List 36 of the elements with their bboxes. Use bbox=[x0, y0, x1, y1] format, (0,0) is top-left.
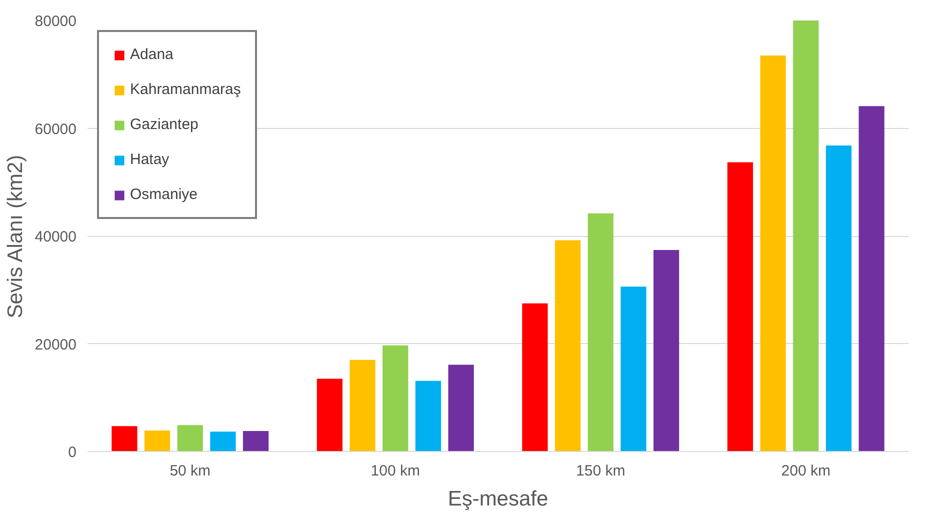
bar bbox=[554, 240, 581, 452]
bar bbox=[448, 364, 474, 452]
bar bbox=[415, 380, 442, 452]
bar bbox=[382, 345, 408, 452]
bar bbox=[727, 162, 754, 452]
bar bbox=[522, 303, 548, 452]
bar bbox=[588, 213, 614, 452]
legend-label: Hatay bbox=[130, 151, 170, 168]
bar bbox=[144, 430, 170, 452]
y-tick-label: 40000 bbox=[34, 228, 77, 246]
legend-label: Osmaniye bbox=[130, 186, 198, 203]
bar bbox=[210, 432, 236, 452]
bar bbox=[793, 20, 819, 452]
x-tick-label: 150 km bbox=[576, 462, 626, 480]
x-axis-title: Eş-mesafe bbox=[448, 488, 548, 510]
y-axis-title: Sevis Alanı (km2) bbox=[4, 154, 27, 318]
y-tick-label: 20000 bbox=[34, 336, 77, 354]
legend-label: Gaziantep bbox=[130, 116, 198, 133]
y-tick-label: 60000 bbox=[34, 120, 77, 138]
bar bbox=[242, 431, 269, 452]
bar bbox=[177, 425, 203, 452]
bar bbox=[760, 56, 786, 452]
bar bbox=[620, 286, 646, 452]
y-tick-label: 0 bbox=[68, 444, 76, 461]
x-tick-label: 100 km bbox=[370, 462, 420, 480]
x-tick-label: 200 km bbox=[781, 462, 830, 480]
bar bbox=[112, 426, 138, 452]
legend-label: Adana bbox=[130, 46, 174, 63]
legend-label: Kahramanmaraş bbox=[130, 81, 241, 98]
bar bbox=[858, 106, 884, 452]
bar bbox=[826, 145, 852, 452]
x-tick-label: 50 km bbox=[170, 462, 211, 480]
y-tick-label: 80000 bbox=[34, 13, 77, 30]
bar bbox=[653, 250, 680, 452]
bar bbox=[350, 360, 376, 452]
bar bbox=[316, 378, 343, 452]
